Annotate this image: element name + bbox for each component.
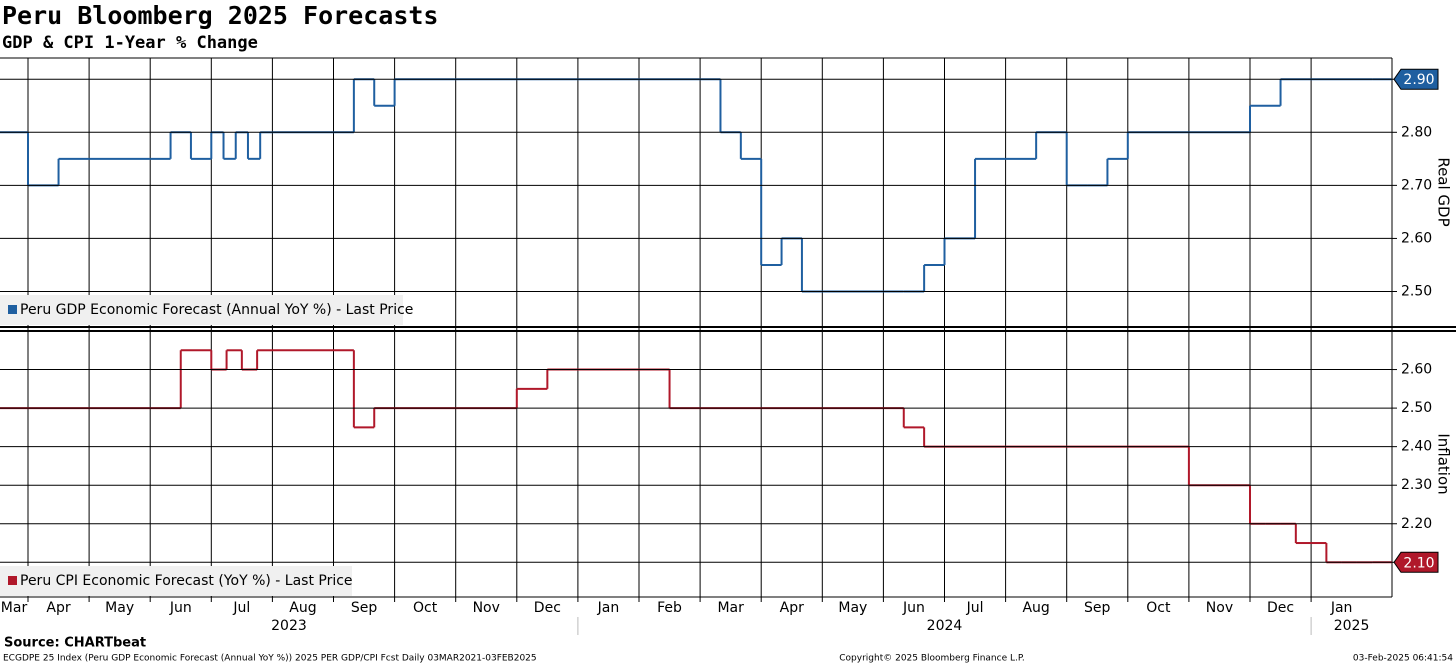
year-label: 2024: [927, 618, 963, 634]
x-tick-label: May: [105, 600, 134, 616]
y-tick-label: 2.50: [1401, 284, 1432, 300]
x-tick-label: Jan: [597, 600, 620, 616]
chart-subtitle: GDP & CPI 1-Year % Change: [2, 33, 258, 53]
x-tick-label: Feb: [657, 600, 682, 616]
x-tick-label: Mar: [1, 600, 28, 616]
year-label: 2023: [271, 618, 307, 634]
y-tick-label: 2.70: [1401, 177, 1432, 193]
x-tick-label: Jul: [232, 600, 250, 616]
legend-box: [0, 295, 403, 325]
footnote: 03-Feb-2025 06:41:54: [1353, 654, 1453, 664]
x-tick-label: Jun: [169, 600, 192, 616]
legend-box: [0, 566, 352, 596]
x-tick-label: Mar: [717, 600, 744, 616]
chart-title: Peru Bloomberg 2025 Forecasts: [2, 1, 439, 30]
y-tick-label: 2.30: [1401, 477, 1432, 493]
source: Source: CHARTbeat: [4, 636, 146, 651]
footnote: ECGDPE 25 Index (Peru GDP Economic Forec…: [3, 654, 537, 664]
x-tick-label: May: [838, 600, 867, 616]
y-axis-title: Real GDP: [1435, 157, 1453, 226]
x-tick-label: Aug: [289, 600, 316, 616]
legend-label: Peru GDP Economic Forecast (Annual YoY %…: [20, 302, 413, 318]
x-tick-label: Apr: [46, 600, 70, 616]
x-tick-label: Nov: [1206, 600, 1233, 616]
x-tick-label: Apr: [780, 600, 804, 616]
x-tick-label: Dec: [534, 600, 561, 616]
y-tick-label: 2.20: [1401, 516, 1432, 532]
x-tick-label: Sep: [1084, 600, 1111, 616]
year-label: 2025: [1334, 618, 1370, 634]
legend-swatch: [8, 576, 17, 585]
last-price-label: 2.90: [1403, 72, 1434, 88]
x-tick-label: Sep: [351, 600, 378, 616]
x-tick-label: Jul: [966, 600, 984, 616]
x-tick-label: Nov: [473, 600, 500, 616]
last-price-label: 2.10: [1403, 555, 1434, 571]
x-tick-label: Oct: [413, 600, 438, 616]
x-tick-label: Dec: [1267, 600, 1294, 616]
legend-swatch: [8, 305, 17, 314]
footnote: Copyright© 2025 Bloomberg Finance L.P.: [839, 654, 1024, 664]
last-price-tag: [1393, 68, 1439, 90]
legend-label: Peru CPI Economic Forecast (YoY %) - Las…: [20, 573, 353, 589]
last-price-tag: [1393, 551, 1439, 573]
x-tick-label: Jun: [902, 600, 925, 616]
y-tick-label: 2.60: [1401, 362, 1432, 378]
y-axis-title: Inflation: [1435, 433, 1453, 494]
x-tick-label: Jan: [1330, 600, 1353, 616]
x-tick-label: Oct: [1146, 600, 1171, 616]
y-tick-label: 2.60: [1401, 230, 1432, 246]
x-tick-label: Aug: [1022, 600, 1049, 616]
y-tick-label: 2.40: [1401, 439, 1432, 455]
y-tick-label: 2.80: [1401, 124, 1432, 140]
y-tick-label: 2.50: [1401, 400, 1432, 416]
